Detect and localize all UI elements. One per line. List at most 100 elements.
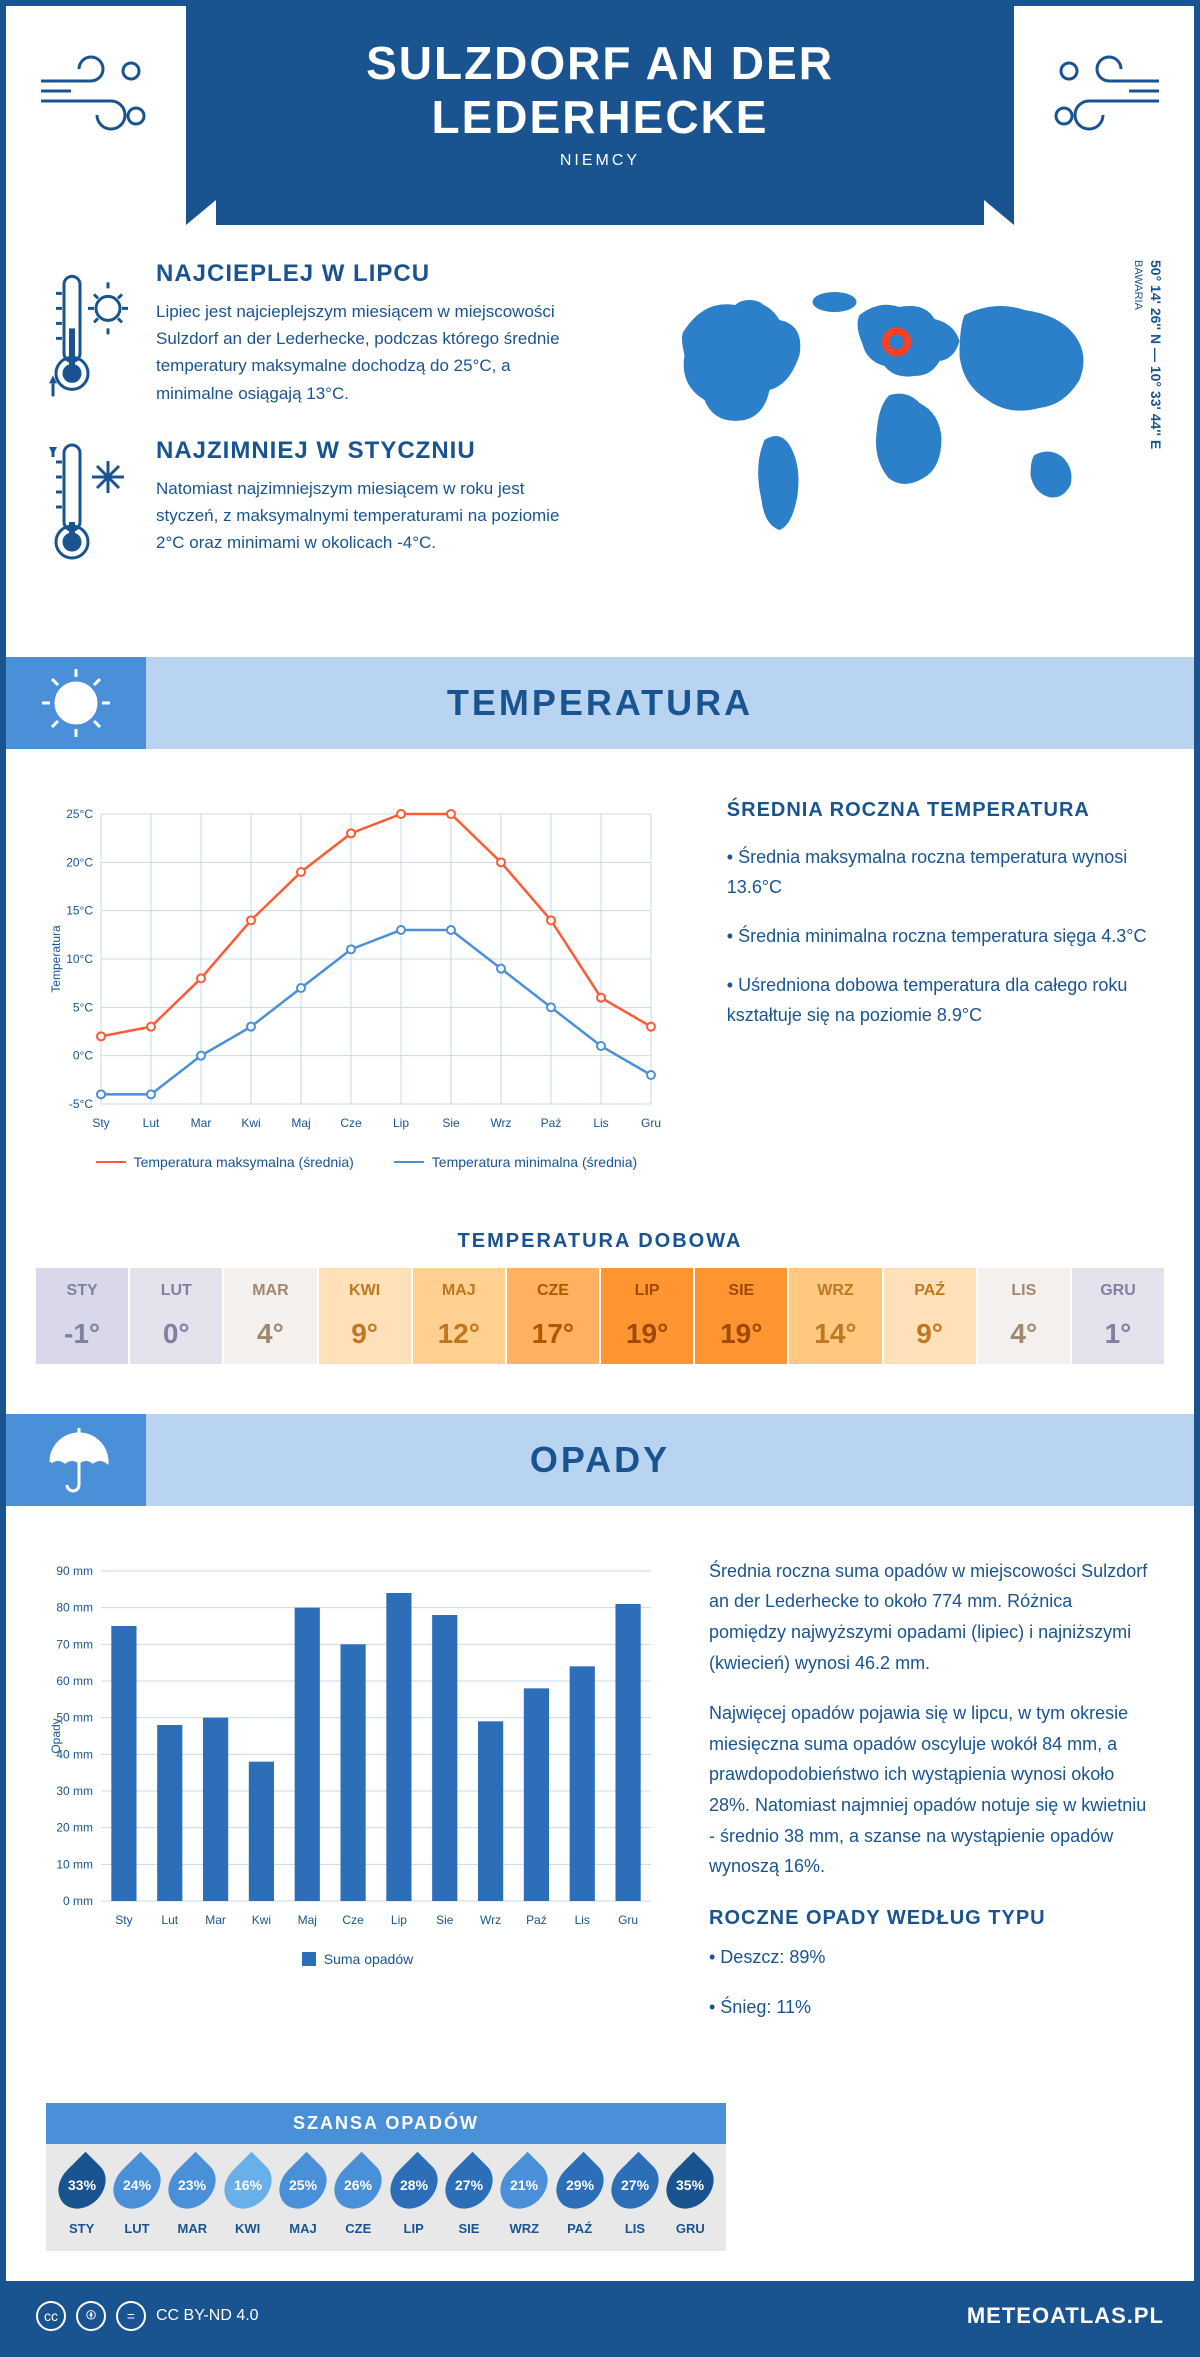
svg-text:Sty: Sty <box>92 1116 109 1130</box>
nd-icon: = <box>116 2301 146 2331</box>
svg-text:10°C: 10°C <box>66 952 93 966</box>
umbrella-icon <box>36 1420 116 1500</box>
temperature-legend: Temperatura maksymalna (średnia) Tempera… <box>46 1154 687 1170</box>
chance-cell: 29%PAŹ <box>554 2159 605 2236</box>
svg-text:0 mm: 0 mm <box>63 1894 93 1908</box>
warmest-block: NAJCIEPLEJ W LIPCU Lipiec jest najcieple… <box>46 260 585 407</box>
svg-text:30 mm: 30 mm <box>56 1784 93 1798</box>
temp-bullet: • Uśredniona dobowa temperatura dla całe… <box>727 970 1154 1031</box>
precip-type-title: ROCZNE OPADY WEDŁUG TYPU <box>709 1907 1154 1930</box>
svg-text:5°C: 5°C <box>73 1000 93 1014</box>
precip-text-1: Średnia roczna suma opadów w miejscowośc… <box>709 1556 1154 1678</box>
page-footer: cc 🅯 = CC BY-ND 4.0 METEOATLAS.PL <box>6 2281 1194 2351</box>
svg-text:Paź: Paź <box>526 1913 547 1927</box>
svg-text:-5°C: -5°C <box>69 1097 93 1111</box>
svg-text:20 mm: 20 mm <box>56 1820 93 1834</box>
chance-cell: 28%LIP <box>388 2159 439 2236</box>
daily-cell: LIP19° <box>601 1268 693 1364</box>
daily-cell: LIS4° <box>978 1268 1070 1364</box>
svg-text:Gru: Gru <box>641 1116 661 1130</box>
daily-temp-grid: STY-1°LUT0°MAR4°KWI9°MAJ12°CZE17°LIP19°S… <box>6 1268 1194 1364</box>
precip-type-bullet: • Deszcz: 89% <box>709 1942 1154 1973</box>
license-text: CC BY-ND 4.0 <box>156 2307 259 2325</box>
svg-text:Maj: Maj <box>298 1913 317 1927</box>
temperature-title: TEMPERATURA <box>31 682 1169 724</box>
chance-cell: 25%MAJ <box>277 2159 328 2236</box>
daily-cell: SIE19° <box>695 1268 787 1364</box>
svg-text:Sie: Sie <box>436 1913 454 1927</box>
chance-cell: 26%CZE <box>333 2159 384 2236</box>
svg-text:Mar: Mar <box>191 1116 212 1130</box>
svg-text:Cze: Cze <box>342 1913 364 1927</box>
chance-cell: 33%STY <box>56 2159 107 2236</box>
svg-text:Wrz: Wrz <box>490 1116 511 1130</box>
country-label: NIEMCY <box>206 152 994 170</box>
daily-cell: LUT0° <box>130 1268 222 1364</box>
precip-text-2: Najwięcej opadów pojawia się w lipcu, w … <box>709 1698 1154 1882</box>
svg-text:Lip: Lip <box>393 1116 409 1130</box>
chance-cell: 23%MAR <box>167 2159 218 2236</box>
svg-text:Wrz: Wrz <box>480 1913 501 1927</box>
daily-cell: WRZ14° <box>789 1268 881 1364</box>
svg-text:Mar: Mar <box>205 1913 226 1927</box>
daily-temp-title: TEMPERATURA DOBOWA <box>6 1230 1194 1253</box>
svg-text:Sty: Sty <box>115 1913 132 1927</box>
chance-cell: 16%KWI <box>222 2159 273 2236</box>
svg-text:Gru: Gru <box>618 1913 638 1927</box>
svg-text:Lis: Lis <box>575 1913 590 1927</box>
precipitation-section-header: OPADY <box>6 1414 1194 1506</box>
temp-bullet: • Średnia maksymalna roczna temperatura … <box>727 842 1154 903</box>
chance-cell: 27%SIE <box>443 2159 494 2236</box>
daily-cell: PAŹ9° <box>884 1268 976 1364</box>
daily-cell: CZE17° <box>507 1268 599 1364</box>
temperature-section-header: TEMPERATURA <box>6 657 1194 749</box>
thermometer-hot-icon <box>46 260 136 407</box>
precipitation-chart: 0 mm10 mm20 mm30 mm40 mm50 mm60 mm70 mm8… <box>46 1556 666 1936</box>
daily-cell: MAR4° <box>224 1268 316 1364</box>
temperature-chart: -5°C0°C5°C10°C15°C20°C25°CStyLutMarKwiMa… <box>46 799 666 1139</box>
svg-text:70 mm: 70 mm <box>56 1637 93 1651</box>
svg-text:Sie: Sie <box>442 1116 460 1130</box>
sun-icon <box>36 663 116 743</box>
site-name: METEOATLAS.PL <box>967 2303 1164 2329</box>
coldest-block: NAJZIMNIEJ W STYCZNIU Natomiast najzimni… <box>46 437 585 567</box>
precipitation-legend: Suma opadów <box>46 1951 669 1967</box>
svg-text:Maj: Maj <box>291 1116 310 1130</box>
location-title: SULZDORF AN DER LEDERHECKE <box>206 36 994 144</box>
precip-type-bullet: • Śnieg: 11% <box>709 1992 1154 2023</box>
svg-text:20°C: 20°C <box>66 855 93 869</box>
chance-cell: 27%LIS <box>609 2159 660 2236</box>
daily-cell: GRU1° <box>1072 1268 1164 1364</box>
svg-text:60 mm: 60 mm <box>56 1674 93 1688</box>
warmest-title: NAJCIEPLEJ W LIPCU <box>156 260 585 288</box>
chance-cell: 24%LUT <box>111 2159 162 2236</box>
svg-text:Lut: Lut <box>161 1913 178 1927</box>
thermometer-cold-icon <box>46 437 136 567</box>
svg-text:Lis: Lis <box>593 1116 608 1130</box>
wind-icon <box>36 46 156 146</box>
svg-text:Kwi: Kwi <box>241 1116 260 1130</box>
page-header: SULZDORF AN DER LEDERHECKE NIEMCY <box>186 6 1014 200</box>
svg-text:Paź: Paź <box>541 1116 562 1130</box>
svg-text:10 mm: 10 mm <box>56 1857 93 1871</box>
svg-text:0°C: 0°C <box>73 1048 93 1062</box>
avg-temp-title: ŚREDNIA ROCZNA TEMPERATURA <box>727 799 1154 822</box>
precipitation-chance-box: SZANSA OPADÓW 33%STY24%LUT23%MAR16%KWI25… <box>46 2103 726 2251</box>
coldest-text: Natomiast najzimniejszym miesiącem w rok… <box>156 475 585 557</box>
svg-text:Opady: Opady <box>49 1718 63 1753</box>
wind-icon <box>1044 46 1164 146</box>
chance-title: SZANSA OPADÓW <box>46 2103 726 2144</box>
cc-icon: cc <box>36 2301 66 2331</box>
warmest-text: Lipiec jest najcieplejszym miesiącem w m… <box>156 298 585 407</box>
svg-text:Lut: Lut <box>143 1116 160 1130</box>
svg-text:15°C: 15°C <box>66 903 93 917</box>
daily-cell: MAJ12° <box>413 1268 505 1364</box>
coldest-title: NAJZIMNIEJ W STYCZNIU <box>156 437 585 465</box>
chance-cell: 21%WRZ <box>499 2159 550 2236</box>
daily-cell: KWI9° <box>319 1268 411 1364</box>
svg-text:Lip: Lip <box>391 1913 407 1927</box>
svg-text:Temperatura: Temperatura <box>49 925 63 993</box>
world-map <box>615 260 1154 560</box>
precipitation-title: OPADY <box>31 1439 1169 1481</box>
svg-text:80 mm: 80 mm <box>56 1600 93 1614</box>
